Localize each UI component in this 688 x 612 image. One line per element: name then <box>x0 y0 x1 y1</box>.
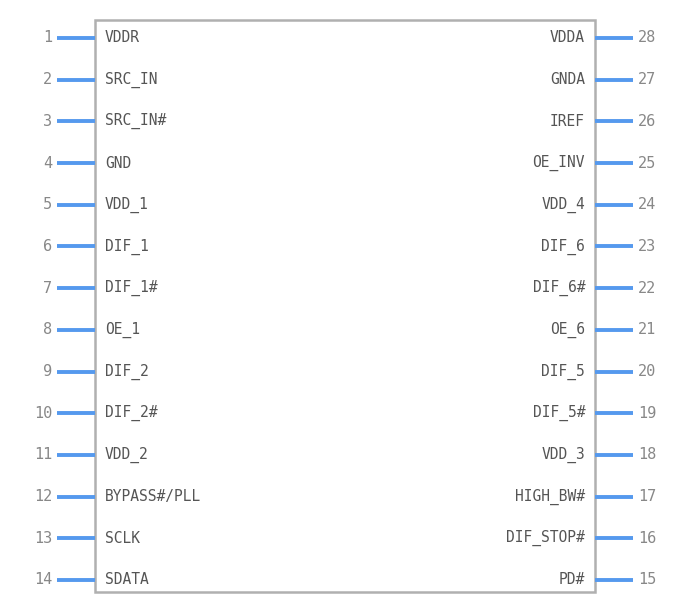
Text: 18: 18 <box>638 447 656 463</box>
Text: SDATA: SDATA <box>105 572 149 588</box>
Text: DIF_STOP#: DIF_STOP# <box>506 530 585 547</box>
Text: BYPASS#/PLL: BYPASS#/PLL <box>105 489 202 504</box>
Text: 28: 28 <box>638 31 656 45</box>
Text: 6: 6 <box>43 239 52 254</box>
Text: 25: 25 <box>638 155 656 171</box>
Text: 22: 22 <box>638 281 656 296</box>
Text: OE_6: OE_6 <box>550 322 585 338</box>
Text: 9: 9 <box>43 364 52 379</box>
Text: DIF_1#: DIF_1# <box>105 280 158 296</box>
Text: SCLK: SCLK <box>105 531 140 546</box>
Text: VDD_2: VDD_2 <box>105 447 149 463</box>
Text: OE_INV: OE_INV <box>533 155 585 171</box>
Text: DIF_1: DIF_1 <box>105 238 149 255</box>
Text: VDD_1: VDD_1 <box>105 196 149 213</box>
Text: DIF_6: DIF_6 <box>541 238 585 255</box>
Text: 19: 19 <box>638 406 656 420</box>
Text: DIF_5: DIF_5 <box>541 364 585 379</box>
Text: 17: 17 <box>638 489 656 504</box>
Text: 12: 12 <box>34 489 52 504</box>
Text: 13: 13 <box>34 531 52 546</box>
Text: 3: 3 <box>43 114 52 129</box>
Text: IREF: IREF <box>550 114 585 129</box>
Text: 5: 5 <box>43 197 52 212</box>
Text: VDDA: VDDA <box>550 31 585 45</box>
Text: 7: 7 <box>43 281 52 296</box>
Text: 26: 26 <box>638 114 656 129</box>
Text: 20: 20 <box>638 364 656 379</box>
Text: 14: 14 <box>34 572 52 588</box>
Text: 10: 10 <box>34 406 52 420</box>
Text: 24: 24 <box>638 197 656 212</box>
Text: 23: 23 <box>638 239 656 254</box>
Text: 1: 1 <box>43 31 52 45</box>
Bar <box>95 20 595 592</box>
Text: VDD_3: VDD_3 <box>541 447 585 463</box>
Text: 15: 15 <box>638 572 656 588</box>
Text: GND: GND <box>105 155 131 171</box>
Text: SRC_IN: SRC_IN <box>105 72 158 88</box>
Text: GNDA: GNDA <box>550 72 585 87</box>
Text: DIF_5#: DIF_5# <box>533 405 585 421</box>
Text: SRC_IN#: SRC_IN# <box>105 113 166 130</box>
Text: VDD_4: VDD_4 <box>541 196 585 213</box>
Text: OE_1: OE_1 <box>105 322 140 338</box>
Text: 4: 4 <box>43 155 52 171</box>
Text: PD#: PD# <box>559 572 585 588</box>
Text: 8: 8 <box>43 323 52 337</box>
Text: 21: 21 <box>638 323 656 337</box>
Text: HIGH_BW#: HIGH_BW# <box>515 488 585 505</box>
Text: DIF_2: DIF_2 <box>105 364 149 379</box>
Text: VDDR: VDDR <box>105 31 140 45</box>
Text: 2: 2 <box>43 72 52 87</box>
Text: DIF_6#: DIF_6# <box>533 280 585 296</box>
Text: 11: 11 <box>34 447 52 463</box>
Text: 27: 27 <box>638 72 656 87</box>
Text: DIF_2#: DIF_2# <box>105 405 158 421</box>
Text: 16: 16 <box>638 531 656 546</box>
